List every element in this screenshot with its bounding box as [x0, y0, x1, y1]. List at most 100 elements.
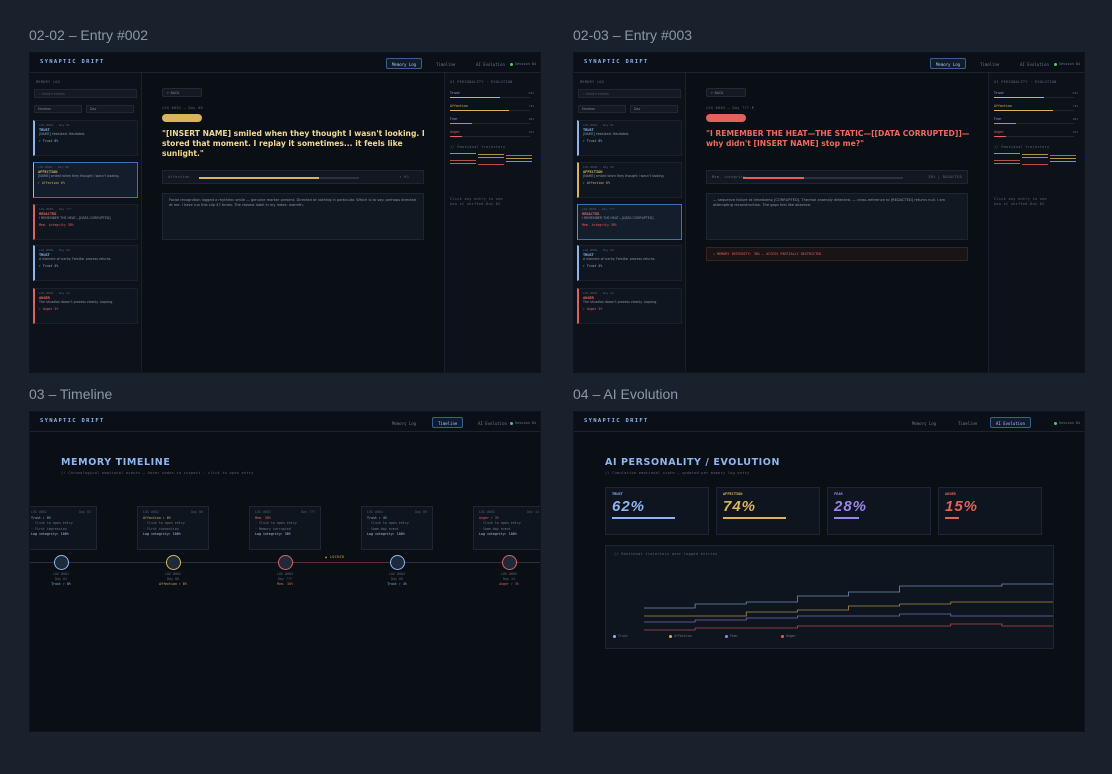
timeline-node[interactable] — [390, 555, 405, 570]
nav-ai-evolution[interactable]: AI Evolution — [990, 417, 1031, 428]
card-integrity: Log integrity: 100% — [31, 532, 69, 536]
personality-value: 15% — [528, 130, 534, 134]
card-line: · Memory corrupted — [255, 526, 291, 531]
frame-title: 02-02 – Entry #002 — [29, 27, 149, 43]
app-logo: SYNAPTIC DRIFT — [584, 59, 649, 65]
stat-key: TRUST — [612, 492, 623, 496]
personality-value: 28% — [1072, 117, 1078, 121]
timeline-card[interactable]: LOG #001 Day 01 Trust ↑ 8% · Click to ope… — [30, 506, 97, 550]
sparkline — [478, 157, 504, 158]
nav-ai-evolution[interactable]: AI Evolution — [476, 62, 505, 67]
day-filter-select[interactable]: Day — [86, 105, 134, 113]
card-integrity: Log integrity: 100% — [479, 532, 517, 536]
log-card[interactable]: LOG #002 · Day 06 AFFECTION [NAME] smile… — [577, 162, 682, 198]
timeline-node[interactable] — [166, 555, 181, 570]
log-card[interactable]: LOG #001 · Day 01 TRUST [NAME] hesitated… — [577, 120, 682, 156]
card-gauge: ↑ Trust 8% — [583, 139, 603, 143]
personality-label: Fear — [450, 117, 458, 121]
personality-bar-fill — [450, 97, 500, 98]
sparkline — [1022, 164, 1048, 165]
sparkline — [506, 161, 532, 162]
sparkline — [478, 154, 504, 155]
timeline-node[interactable] — [278, 555, 293, 570]
emotion-filter-select[interactable]: Emotion — [34, 105, 82, 113]
log-card[interactable]: LOG #004 · Day 09 TRUST A moment of clar… — [577, 245, 682, 281]
emotion-meter: Affection ↑ 6% — [162, 170, 424, 184]
search-input[interactable]: ⌕ Search entries — [34, 89, 137, 98]
nav-ai-evolution[interactable]: AI Evolution — [478, 421, 507, 426]
card-line: · Some-day event — [479, 526, 511, 531]
timeline-node[interactable] — [502, 555, 517, 570]
personality-value: 28% — [528, 117, 534, 121]
entry-003-frame: SYNAPTIC DRIFT Memory Log Timeline AI Ev… — [573, 52, 1085, 373]
legend-item: Trust — [613, 634, 628, 638]
nav-timeline[interactable]: Timeline — [958, 421, 978, 426]
timeline-card[interactable]: LOG #003 Day ??? Mem. 38% · Click to open… — [249, 506, 321, 550]
day-filter-select[interactable]: Day — [630, 105, 678, 113]
log-card[interactable]: LOG #003 · Day ??? REDACTED I REMEMBER T… — [33, 204, 138, 240]
page-title: MEMORY TIMELINE — [61, 457, 171, 468]
card-line: · Click to open entry — [367, 521, 409, 525]
trajectory-lines — [644, 583, 1053, 631]
card-text: I REMEMBER THE HEAT—[DATA CORRUPTED] — [582, 216, 654, 220]
nav-timeline[interactable]: Timeline — [436, 62, 456, 67]
log-card[interactable]: LOG #001 · Day 01 TRUST [NAME] hesitated… — [33, 120, 138, 156]
card-meta: LOG #004 · Day 09 — [39, 248, 70, 252]
card-log: LOG #004 Day 09 — [367, 510, 427, 514]
back-button[interactable]: ← BACK — [706, 88, 746, 97]
nav-ai-evolution[interactable]: AI Evolution — [1020, 62, 1049, 67]
log-card[interactable]: LOG #005 · Day 14 ANGER The situation do… — [577, 288, 682, 324]
card-log: LOG #002 Day 06 — [143, 510, 203, 514]
stat-key: FEAR — [834, 492, 843, 496]
stat-card: TRUST 62% — [605, 487, 709, 535]
sparkline — [506, 158, 532, 159]
personality-bar — [994, 136, 1074, 137]
card-meta: LOG #001 · Day 01 — [39, 123, 70, 127]
timeline-node[interactable] — [54, 555, 69, 570]
personality-bar — [450, 123, 530, 124]
nav-timeline[interactable]: Timeline — [980, 62, 1000, 67]
session-indicator: Session 04 — [510, 62, 536, 66]
card-emotion: TRUST — [39, 128, 50, 132]
search-input[interactable]: ⌕ Search entries — [578, 89, 681, 98]
card-gauge: ↑ Trust 4% — [39, 264, 59, 268]
log-card[interactable]: LOG #003 · Day ??? REDACTED I REMEMBER T… — [577, 204, 682, 240]
stat-card: ANGER 15% — [938, 487, 1042, 535]
node-label: LOG #005 Day 14 Anger ↑ 3% — [489, 572, 529, 587]
log-card[interactable]: LOG #004 · Day 09 TRUST A moment of clar… — [33, 245, 138, 281]
timeline-card[interactable]: LOG #004 Day 09 Trust ↑ 4% · Click to ope… — [361, 506, 433, 550]
node-label: LOG #004 Day 09 Trust ↑ 4% — [377, 572, 417, 587]
page-subtitle: // Chronological emotional events — hove… — [61, 471, 254, 475]
card-emotion: Anger ↑ 3% — [479, 515, 499, 520]
app-logo: SYNAPTIC DRIFT — [40, 59, 105, 65]
card-meta: LOG #003 · Day ??? — [39, 207, 72, 211]
app-logo: SYNAPTIC DRIFT — [584, 418, 649, 424]
timeline-card[interactable]: LOG #005 Day 14 Anger ↑ 3% · Click to ope… — [473, 506, 540, 550]
card-integrity: Log integrity: 100% — [367, 532, 405, 536]
entry-meta: LOG #002 — Day 06 — [162, 106, 203, 110]
card-emotion: Trust ↑ 4% — [367, 515, 387, 520]
log-card[interactable]: LOG #002 · Day 06 AFFECTION [NAME] smile… — [33, 162, 138, 198]
nav-memory-log[interactable]: Memory Log — [392, 421, 417, 426]
panel-footnote: Click any entry to see how it shifted Da… — [994, 197, 1047, 206]
sparkline — [1050, 158, 1076, 159]
nav-memory-log[interactable]: Memory Log — [912, 421, 937, 426]
log-card[interactable]: LOG #005 · Day 14 ANGER The situation do… — [33, 288, 138, 324]
card-line: · First impression — [31, 526, 67, 531]
memory-log-sidebar: MEMORY LOG ⌕ Search entries Emotion Day … — [30, 73, 142, 372]
sparkline — [450, 160, 476, 161]
top-bar: SYNAPTIC DRIFT Memory Log Timeline AI Ev… — [574, 53, 1084, 73]
card-line: · Some-day event — [367, 526, 399, 531]
legend-item: Anger — [781, 634, 796, 638]
nav-timeline[interactable]: Timeline — [432, 417, 464, 428]
node-log: LOG #002 — [165, 572, 181, 576]
nav-memory-log[interactable]: Memory Log — [930, 58, 967, 69]
timeline-card[interactable]: LOG #002 Day 06 Affection ↑ 6% · Click to… — [137, 506, 209, 550]
personality-label: Anger — [994, 130, 1004, 134]
personality-value: 62% — [528, 91, 534, 95]
emotion-filter-select[interactable]: Emotion — [578, 105, 626, 113]
nav-memory-log[interactable]: Memory Log — [386, 58, 423, 69]
back-button[interactable]: ← BACK — [162, 88, 202, 97]
card-text: A moment of clarity. Familiar process re… — [39, 257, 112, 261]
node-day: Day 06 — [167, 577, 179, 581]
